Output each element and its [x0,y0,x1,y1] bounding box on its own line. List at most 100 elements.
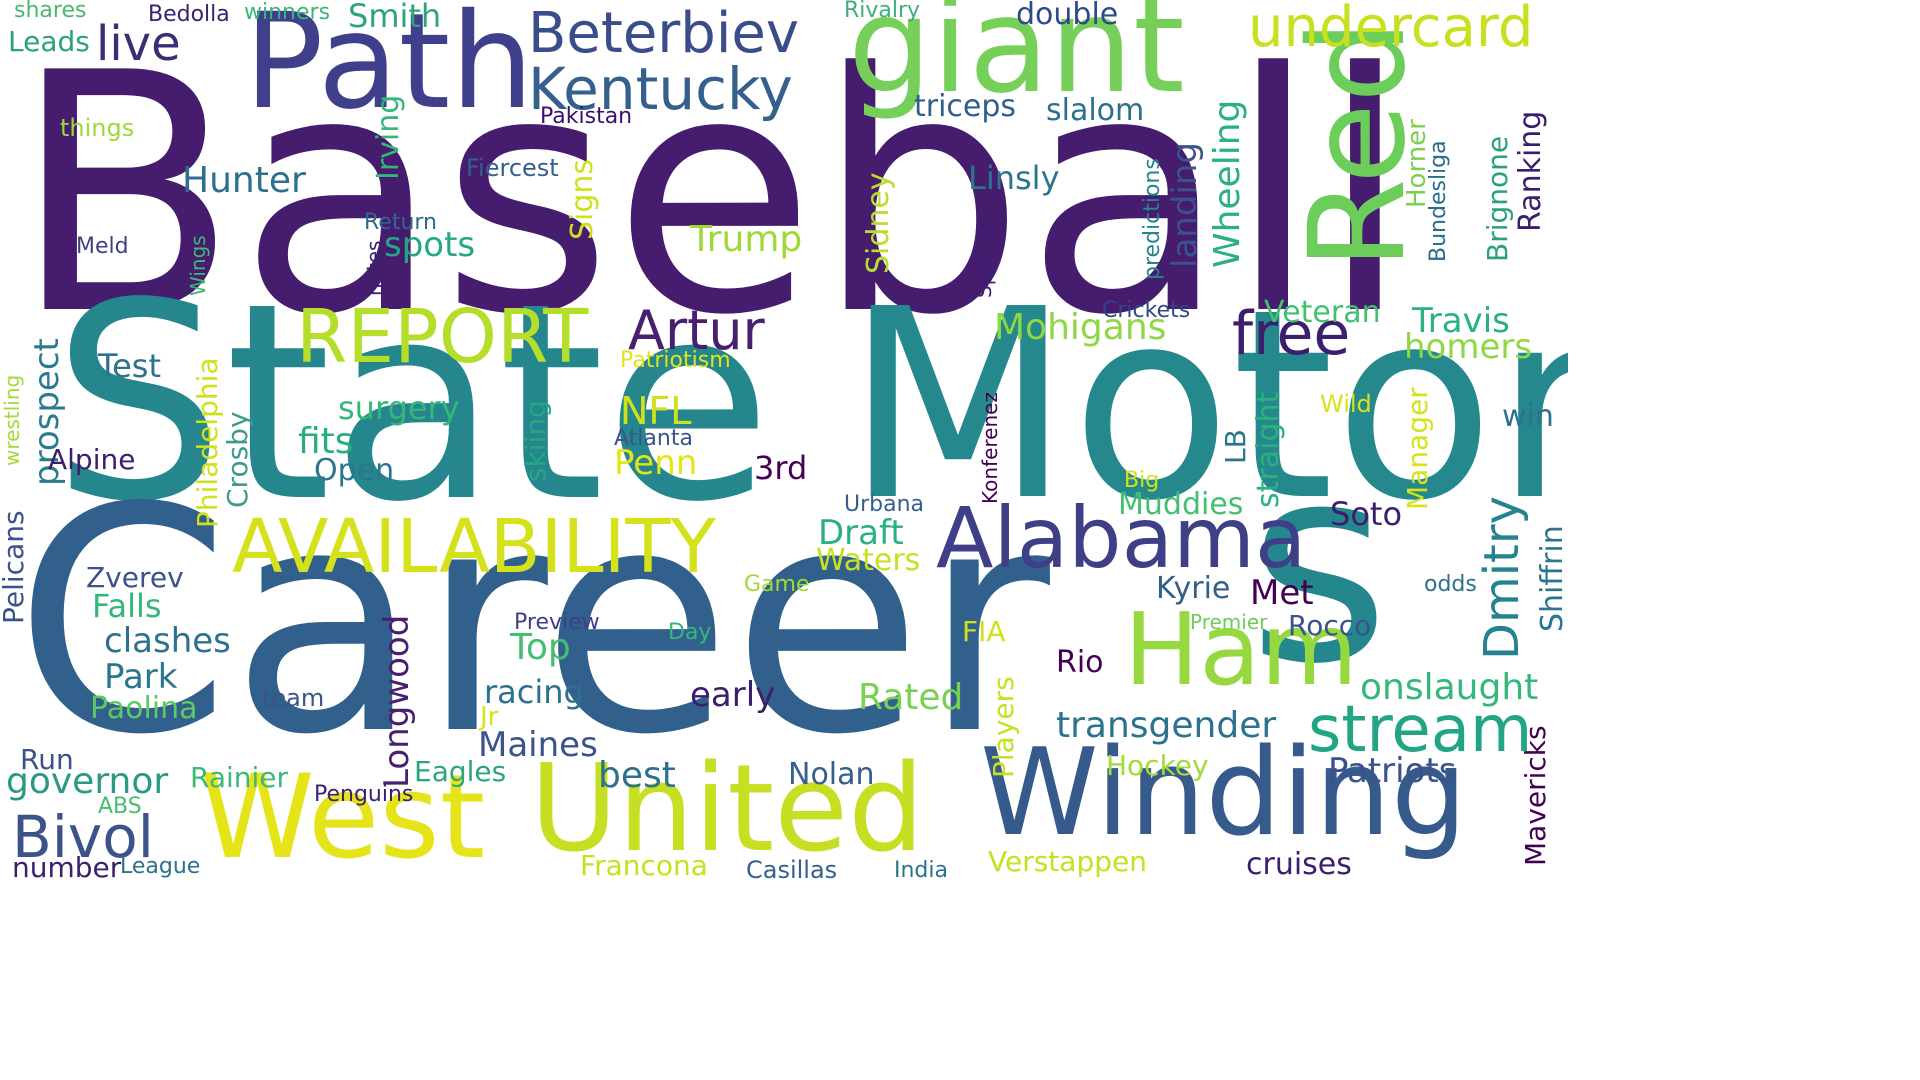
cloud-word: Premier [1190,610,1268,634]
cloud-word: Paolina [90,691,198,726]
cloud-word: stream [1308,693,1533,767]
cloud-word: Verstappen [988,845,1147,878]
cloud-word: Path [244,0,534,139]
cloud-word: Game [744,572,810,597]
cloud-word: Philadelphia [191,357,224,528]
cloud-word: Soto [1330,495,1403,533]
cloud-word: win [1502,399,1554,434]
cloud-word: team [262,684,325,712]
cloud-word: skiing [519,400,552,482]
cloud-word: Leads [8,25,90,58]
cloud-word: clashes [104,621,231,661]
cloud-word: Pakistan [540,104,633,129]
cloud-word: Return [364,210,438,235]
cloud-word: Urbana [844,492,925,517]
cloud-word: 3rd [754,449,808,487]
cloud-word: LB [1219,429,1252,464]
cloud-word: Bedolla [148,2,230,27]
cloud-word: wrestling [0,374,24,466]
cloud-word: number [12,851,122,882]
cloud-word: Beterbiev [528,1,800,66]
cloud-word: Crickets [1102,298,1191,323]
cloud-word: Penguins [314,782,414,807]
cloud-word: fits [298,421,354,462]
cloud-word: Ham [1124,591,1358,708]
cloud-word: Linsly [968,159,1060,197]
cloud-word: Meld [76,234,129,259]
cloud-word: odds [1424,572,1477,597]
cloud-word: Atlanta [614,426,693,451]
cloud-word: United [530,740,925,879]
cloud-word: REPORT [296,294,589,380]
cloud-word: Maines [478,725,598,765]
cloud-word: Career [14,442,1050,803]
cloud-word: AVAILABILITY [232,504,716,590]
cloud-word: State [52,246,772,562]
cloud-word: Waters [816,543,921,578]
cloud-word: best [598,755,676,796]
cloud-word: Dmitry [1474,495,1530,660]
cloud-word: cruises [1246,847,1352,882]
cloud-word: Alabama [936,489,1307,587]
cloud-word: Wheeling [1207,99,1248,268]
cloud-word: predictions [1140,158,1165,280]
cloud-word: Rocco [1288,609,1372,642]
cloud-word: Eagles [414,755,507,788]
cloud-word: things [60,114,135,142]
cloud-word: straight [1251,391,1286,508]
cloud-word: Falls [92,587,162,625]
cloud-word: Baseball [12,3,1411,387]
cloud-word: Wild [1320,390,1372,418]
cloud-word: Fiercest [466,154,559,182]
cloud-word: racing [484,673,584,711]
cloud-word: Open [314,453,395,488]
cloud-word: transgender [1056,705,1277,746]
cloud-word: Wings [186,235,210,296]
cloud-word: surgery [338,389,460,427]
cloud-word: Rated [858,677,964,718]
cloud-word: Penn [614,443,698,483]
cloud-word: West [200,750,486,882]
cloud-word: Longwood [377,614,417,788]
cloud-word: Shiffrin [1535,525,1568,632]
cloud-word: Players [987,676,1020,778]
cloud-word: Crosby [221,411,254,508]
cloud-word: FIA [962,615,1006,648]
cloud-word: Big [1124,468,1160,493]
cloud-word: Met [1250,573,1314,613]
cloud-word: Park [104,657,178,697]
cloud-word: League [120,854,201,879]
cloud-word: Mohigans [994,307,1167,348]
cloud-word: Preview [514,610,600,635]
cloud-word: early [690,675,776,715]
cloud-word: India [894,858,948,882]
cloud-word: Bundesliga [1426,140,1451,262]
cloud-word: Brignone [1481,135,1514,262]
cloud-word: free [1232,299,1351,369]
cloud-word: governor [6,761,169,802]
cloud-word: Smith [348,0,442,35]
cloud-word: winners [244,0,331,25]
cloud-word: Draft [818,513,904,553]
cloud-word: Konferenez [978,392,1002,504]
cloud-word: Kentucky [528,55,793,123]
word-cloud: Baseball State Motor Career s Path giant… [0,0,1568,882]
cloud-word: Nolan [788,757,875,792]
cloud-word: Francona [580,849,708,882]
cloud-word: spots [384,225,476,265]
cloud-word: Muddies [1118,487,1244,522]
cloud-word: Kyrie [1156,571,1231,606]
cloud-word: Hunter [182,160,306,201]
cloud-word: triceps [914,89,1017,124]
cloud-word: Rainier [190,761,289,794]
cloud-word: NFL [620,389,692,433]
cloud-word: Top [510,627,571,668]
cloud-word: Pelicans [0,510,30,624]
cloud-word: Day [668,620,712,645]
cloud-word: Mavericks [1519,725,1552,866]
cloud-word: Winding [980,724,1468,863]
cloud-word: onslaught [1360,667,1539,708]
cloud-word: Trump [690,219,803,260]
cloud-word: slalom [1046,93,1145,128]
cloud-word: Sidney [861,172,896,274]
